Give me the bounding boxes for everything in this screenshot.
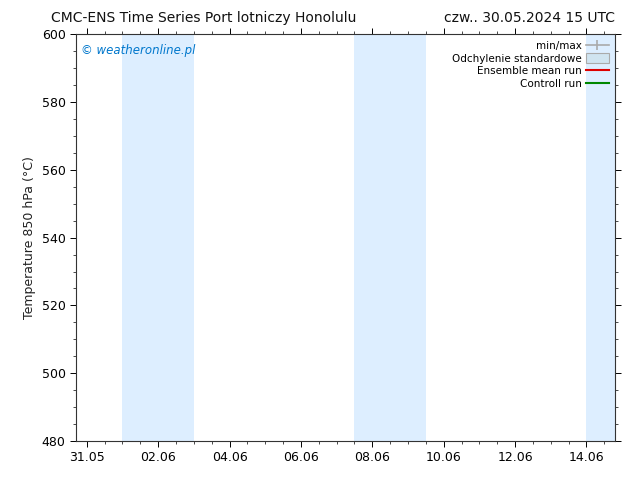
Text: czw.. 30.05.2024 15 UTC: czw.. 30.05.2024 15 UTC <box>444 11 615 25</box>
Y-axis label: Temperature 850 hPa (°C): Temperature 850 hPa (°C) <box>23 156 36 319</box>
Legend: min/max, Odchylenie standardowe, Ensemble mean run, Controll run: min/max, Odchylenie standardowe, Ensembl… <box>449 37 612 93</box>
Bar <box>586 34 615 441</box>
Text: © weatheronline.pl: © weatheronline.pl <box>81 45 196 57</box>
Bar <box>354 34 426 441</box>
Text: CMC-ENS Time Series Port lotniczy Honolulu: CMC-ENS Time Series Port lotniczy Honolu… <box>51 11 356 25</box>
Bar <box>122 34 194 441</box>
